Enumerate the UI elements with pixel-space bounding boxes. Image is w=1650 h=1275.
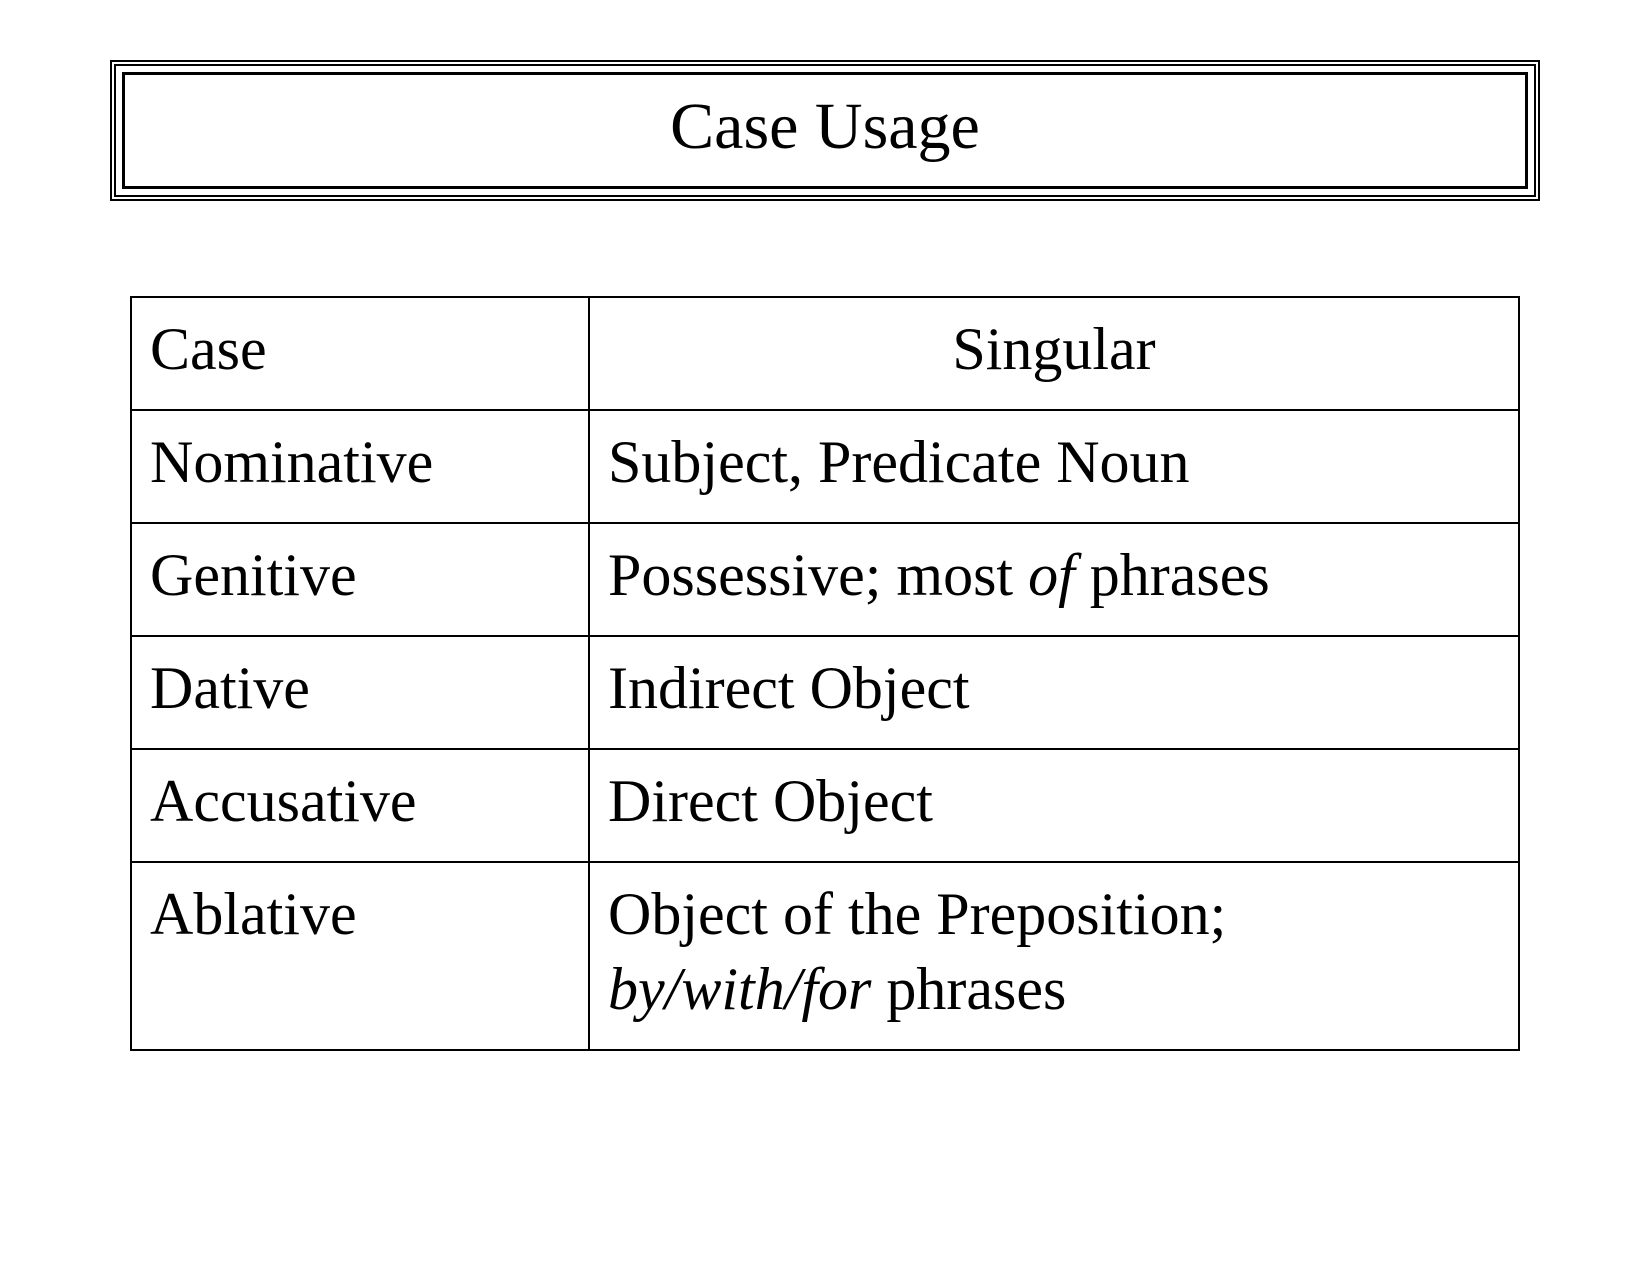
- cell-usage: Subject, Predicate Noun: [589, 410, 1519, 523]
- cell-usage: Indirect Object: [589, 636, 1519, 749]
- title-inner: Case Usage: [122, 72, 1528, 189]
- cell-case: Accusative: [131, 749, 589, 862]
- cell-usage: Object of the Preposition; by/with/for p…: [589, 862, 1519, 1050]
- table-row: Dative Indirect Object: [131, 636, 1519, 749]
- table-header-row: Case Singular: [131, 297, 1519, 410]
- cell-case: Dative: [131, 636, 589, 749]
- usage-em: by/with/for: [608, 956, 871, 1022]
- usage-post: phrases: [871, 956, 1066, 1022]
- case-usage-table: Case Singular Nominative Subject, Predic…: [130, 296, 1520, 1051]
- cell-usage: Possessive; most of phrases: [589, 523, 1519, 636]
- usage-pre: Indirect Object: [608, 655, 970, 721]
- table-row: Ablative Object of the Preposition; by/w…: [131, 862, 1519, 1050]
- cell-case: Nominative: [131, 410, 589, 523]
- title-box: Case Usage: [110, 60, 1540, 201]
- usage-em: of: [1028, 542, 1090, 608]
- table-wrap: Case Singular Nominative Subject, Predic…: [110, 296, 1540, 1051]
- table-row: Accusative Direct Object: [131, 749, 1519, 862]
- usage-pre: Possessive; most: [608, 542, 1028, 608]
- header-usage: Singular: [589, 297, 1519, 410]
- cell-case: Genitive: [131, 523, 589, 636]
- table-row: Nominative Subject, Predicate Noun: [131, 410, 1519, 523]
- usage-pre: Subject, Predicate Noun: [608, 429, 1190, 495]
- header-case: Case: [131, 297, 589, 410]
- usage-post: phrases: [1090, 542, 1270, 608]
- cell-usage: Direct Object: [589, 749, 1519, 862]
- usage-pre: Object of the Preposition;: [608, 881, 1226, 947]
- cell-case: Ablative: [131, 862, 589, 1050]
- table-row: Genitive Possessive; most of phrases: [131, 523, 1519, 636]
- usage-pre: Direct Object: [608, 768, 933, 834]
- page: Case Usage Case Singular Nominative Subj…: [0, 0, 1650, 1275]
- page-title: Case Usage: [670, 90, 980, 163]
